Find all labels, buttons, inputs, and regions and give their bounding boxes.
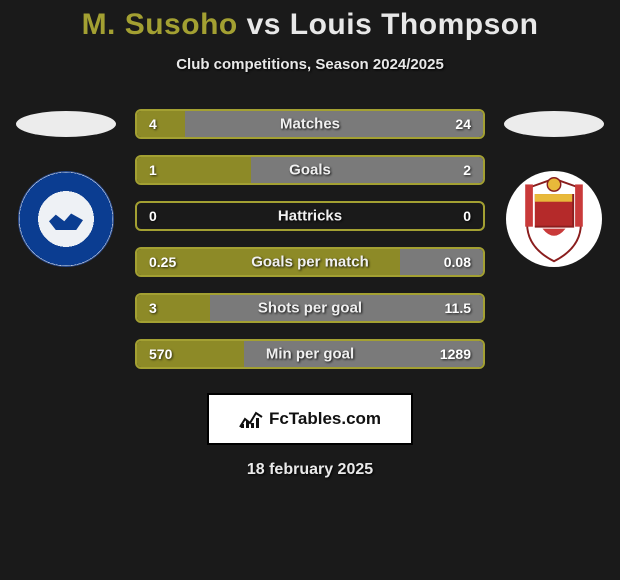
stat-label: Goals per match: [251, 254, 369, 271]
player1-club-crest: [18, 171, 114, 267]
stat-value-left: 0: [149, 208, 157, 224]
player1-flag: [16, 111, 116, 137]
stat-bar: 4 24 Matches: [135, 109, 485, 139]
stat-label: Shots per goal: [258, 300, 362, 317]
stat-bar: 0 0 Hattricks: [135, 201, 485, 231]
stat-value-left: 1: [149, 162, 157, 178]
stats-list: 4 24 Matches 1 2 Goals 0 0 Hattricks 0.25 0.08 Goal…: [135, 109, 485, 369]
comparison-title: M. Susoho vs Louis Thompson: [0, 8, 620, 42]
stat-value-right: 24: [455, 116, 471, 132]
player1-column: [11, 109, 121, 267]
brand-chart-icon: [239, 409, 263, 429]
stat-value-right: 0: [463, 208, 471, 224]
stat-bar: 0.25 0.08 Goals per match: [135, 247, 485, 277]
subtitle: Club competitions, Season 2024/2025: [0, 56, 620, 73]
brand-badge[interactable]: FcTables.com: [207, 393, 413, 445]
stat-fill-right: [251, 157, 483, 183]
player1-name: M. Susoho: [82, 8, 238, 41]
stat-bar: 570 1289 Min per goal: [135, 339, 485, 369]
stat-value-left: 3: [149, 300, 157, 316]
brand-text: FcTables.com: [269, 409, 381, 429]
stat-fill-left: [137, 295, 210, 321]
player2-club-crest: [506, 171, 602, 267]
stat-value-right: 11.5: [445, 300, 471, 316]
stat-label: Min per goal: [266, 346, 354, 363]
player2-flag: [504, 111, 604, 137]
date-text: 18 february 2025: [0, 461, 620, 479]
stat-bar: 1 2 Goals: [135, 155, 485, 185]
stat-value-right: 2: [463, 162, 471, 178]
stat-label: Hattricks: [278, 208, 342, 225]
stat-label: Goals: [289, 162, 331, 179]
stat-fill-left: [137, 111, 185, 137]
stat-value-left: 4: [149, 116, 157, 132]
stat-value-right: 1289: [440, 346, 471, 362]
player2-name: Louis Thompson: [290, 8, 539, 41]
vs-text: vs: [247, 8, 281, 41]
stat-value-left: 570: [149, 346, 172, 362]
stat-value-right: 0.08: [444, 254, 471, 270]
main-row: 4 24 Matches 1 2 Goals 0 0 Hattricks 0.25 0.08 Goal…: [0, 109, 620, 369]
stat-bar: 3 11.5 Shots per goal: [135, 293, 485, 323]
player2-column: [499, 109, 609, 267]
stat-value-left: 0.25: [149, 254, 176, 270]
stat-label: Matches: [280, 116, 340, 133]
